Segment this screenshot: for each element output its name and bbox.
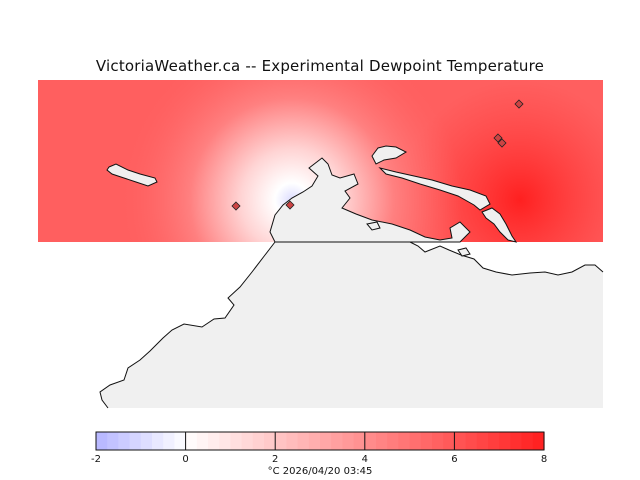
colorbar-tick-label: 6 xyxy=(451,454,457,465)
colorbar-cell xyxy=(107,432,119,450)
colorbar-cell xyxy=(331,432,343,450)
colorbar-cell xyxy=(398,432,411,450)
colorbar-cell xyxy=(320,432,332,450)
station-west[interactable] xyxy=(231,201,241,211)
colorbar-cell xyxy=(499,432,511,450)
colorbar-cell xyxy=(409,432,422,450)
colorbar-cell xyxy=(174,432,187,450)
colorbar-cell xyxy=(163,432,175,450)
colorbar-cell xyxy=(140,432,153,450)
colorbar-caption: °C 2026/04/20 03:45 xyxy=(268,466,373,477)
colorbar-cell xyxy=(264,432,276,450)
colorbar-cell xyxy=(185,432,198,450)
colorbar-cell xyxy=(420,432,433,450)
colorbar-cell xyxy=(342,432,355,450)
colorbar-cell xyxy=(241,432,254,450)
colorbar-cell xyxy=(521,432,534,450)
colorbar-tick-label: 4 xyxy=(362,454,368,465)
island-long xyxy=(378,167,491,211)
island-east xyxy=(481,207,518,243)
colorbar-cell xyxy=(96,432,108,450)
colorbar-cell xyxy=(364,432,377,450)
station-markers xyxy=(231,99,524,211)
colorbar-cell xyxy=(532,432,545,450)
colorbar-cell xyxy=(308,432,321,450)
colorbar-cell xyxy=(129,432,142,450)
colorbar-cell xyxy=(476,432,489,450)
colorbar-cells xyxy=(96,432,545,450)
station-city[interactable] xyxy=(285,200,295,210)
peninsula-land xyxy=(269,157,471,243)
land-mass-south xyxy=(100,242,603,408)
colorbar-tick-label: -2 xyxy=(91,454,101,465)
station-northeast-1[interactable] xyxy=(514,99,524,109)
colorbar-cell xyxy=(376,432,388,450)
coastline-south xyxy=(99,241,276,409)
colorbar-cell xyxy=(196,432,209,450)
colorbar-ticks: -2 0 2 4 6 8 xyxy=(91,432,547,465)
colorbar-cell xyxy=(465,432,478,450)
colorbar-cell xyxy=(275,432,287,450)
colorbar-cell xyxy=(286,432,299,450)
colorbar-cell xyxy=(510,432,523,450)
colorbar-cell xyxy=(230,432,243,450)
colorbar-cell xyxy=(488,432,500,450)
colorbar-cell xyxy=(432,432,444,450)
colorbar-cell xyxy=(252,432,265,450)
colorbar-cell xyxy=(353,432,366,450)
island-west xyxy=(106,163,158,187)
island-small-1 xyxy=(366,221,381,231)
page-title: VictoriaWeather.ca -- Experimental Dewpo… xyxy=(95,57,545,75)
colorbar-cell xyxy=(454,432,467,450)
colorbar-cell xyxy=(297,432,310,450)
colorbar-cell xyxy=(443,432,455,450)
colorbar-cell xyxy=(387,432,399,450)
station-northeast-3[interactable] xyxy=(497,138,507,148)
island-north xyxy=(371,145,408,165)
colorbar-cell xyxy=(208,432,220,450)
colorbar-tick-label: 0 xyxy=(182,454,188,465)
colorbar-tick-label: 8 xyxy=(541,454,547,465)
island-small-2 xyxy=(457,247,471,257)
coastline-southeast xyxy=(409,241,604,276)
colorbar-cell xyxy=(219,432,231,450)
colorbar-cell xyxy=(118,432,131,450)
colorbar-tick-label: 2 xyxy=(272,454,278,465)
colorbar-cell xyxy=(152,432,164,450)
station-northeast-2[interactable] xyxy=(493,133,503,143)
